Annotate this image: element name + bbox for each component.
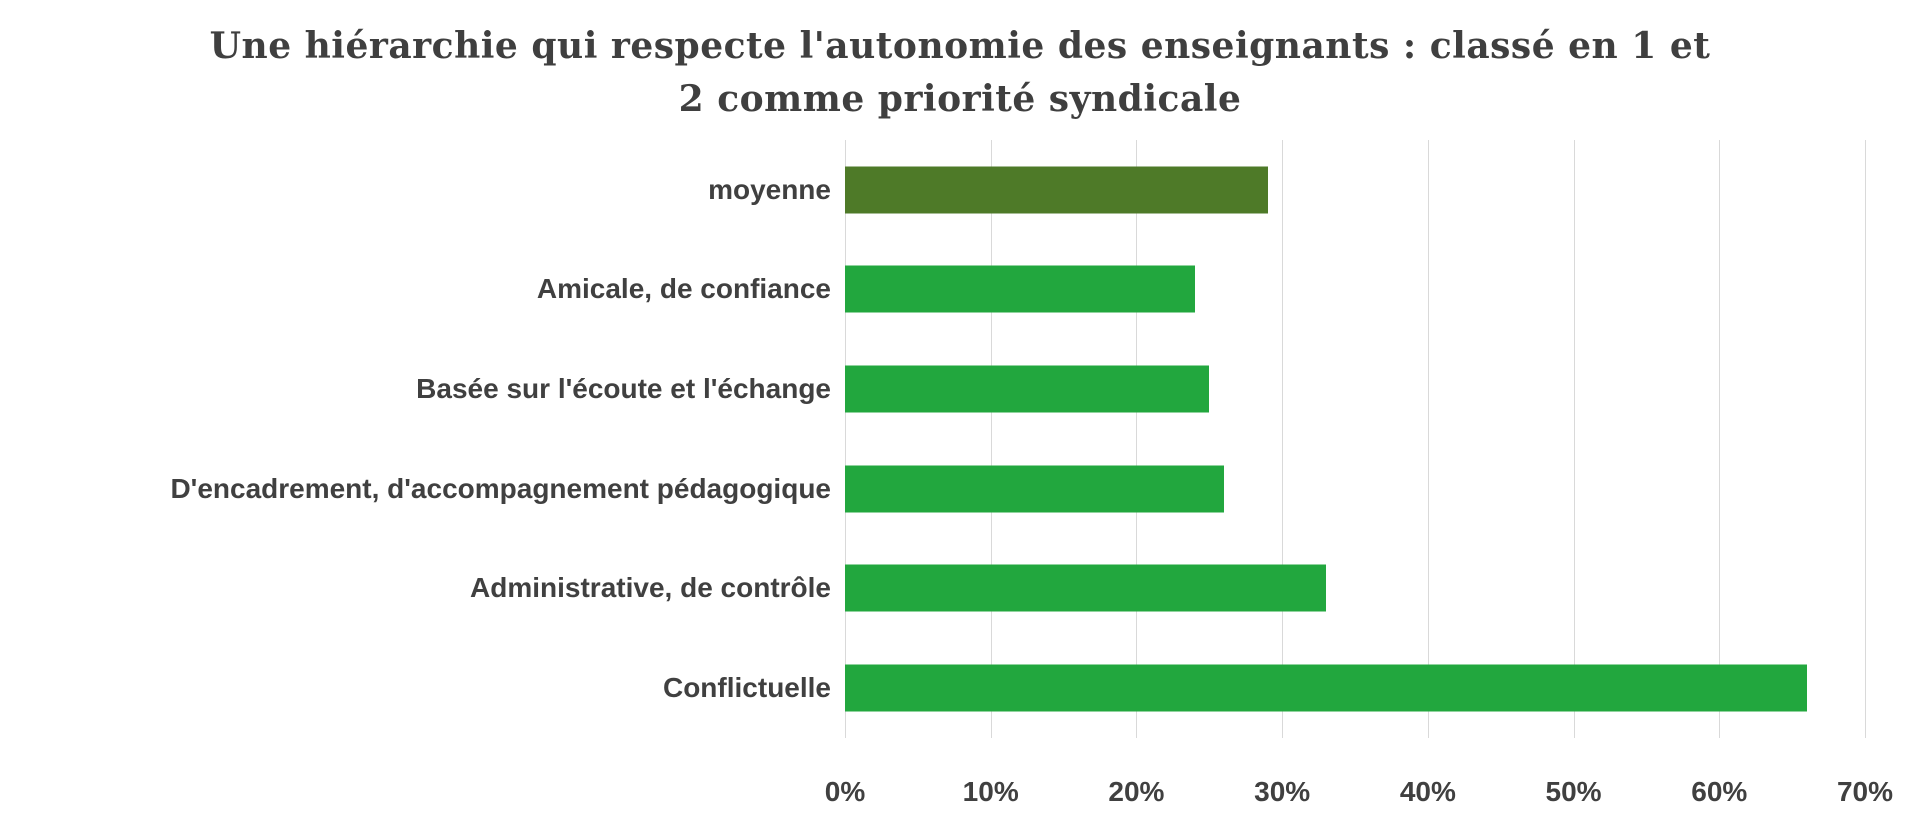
chart-title-line1: Une hiérarchie qui respecte l'autonomie … — [209, 25, 1711, 67]
chart-title: Une hiérarchie qui respecte l'autonomie … — [0, 20, 1920, 126]
gridline — [1136, 140, 1138, 738]
x-tick-label: 30% — [1254, 776, 1311, 807]
chart-row: Administrative, de contrôle — [470, 539, 1865, 639]
plot-area: 0% 10% 20% 30% 40% 50% 60% 70% moyenne Amicale, d… — [170, 140, 1893, 807]
data-bar — [845, 166, 1268, 214]
chart-row: D'encadrement, d'accompagnement pédagogi… — [170, 439, 1865, 539]
chart-row: Conflictuelle — [663, 638, 1865, 738]
x-tick-label: 40% — [1399, 776, 1456, 807]
x-tick-label: 50% — [1545, 776, 1602, 807]
gridline — [1282, 140, 1284, 738]
chart-title-line2: 2 comme priorité syndicale — [678, 78, 1242, 120]
x-tick-label: 0% — [824, 776, 866, 807]
gridline — [1427, 140, 1429, 738]
category-label: D'encadrement, d'accompagnement pédagogi… — [170, 472, 831, 504]
data-bar — [845, 265, 1195, 313]
category-label: Basée sur l'écoute et l'échange — [416, 373, 831, 405]
chart-row: moyenne — [708, 140, 1865, 240]
data-bar — [845, 664, 1807, 712]
category-label: Amicale, de confiance — [536, 273, 831, 305]
x-tick-label: 20% — [1108, 776, 1165, 807]
gridline — [1719, 140, 1721, 738]
gridline — [1573, 140, 1575, 738]
gridline — [990, 140, 992, 738]
data-bar — [845, 465, 1224, 513]
category-label: Administrative, de contrôle — [470, 572, 831, 604]
chart-row: Basée sur l'écoute et l'échange — [416, 339, 1865, 439]
chart-row: Amicale, de confiance — [537, 240, 1865, 340]
x-tick-label: 70% — [1836, 776, 1894, 807]
gridline — [1865, 140, 1866, 738]
category-label: Conflictuelle — [662, 672, 831, 704]
category-label: moyenne — [708, 173, 831, 205]
data-bar — [845, 365, 1210, 413]
data-bar — [845, 564, 1326, 612]
gridline — [845, 140, 846, 738]
x-tick-label: 60% — [1691, 776, 1748, 807]
x-tick-label: 10% — [962, 776, 1019, 807]
